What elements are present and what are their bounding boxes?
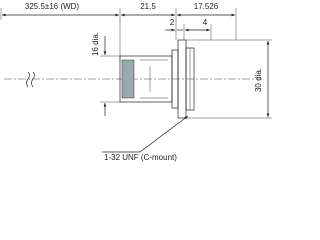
flange-diameter-label: 30 dia. xyxy=(254,68,263,92)
body-length-label: 21.5 xyxy=(140,2,156,11)
geometry xyxy=(0,8,272,153)
mount-step-label: 4 xyxy=(203,18,208,27)
callout-label: 1-32 UNF (C-mount) xyxy=(104,153,177,162)
wd-label: 325.5±16 (WD) xyxy=(25,2,80,11)
flange-length-label: 17.526 xyxy=(194,2,219,11)
drawing: 325.5±16 (WD) 21.5 17.526 2 4 16 dia. 30… xyxy=(0,2,272,162)
body-diameter-label: 16 dia. xyxy=(91,32,100,56)
flange-thickness-label: 2 xyxy=(170,18,175,27)
